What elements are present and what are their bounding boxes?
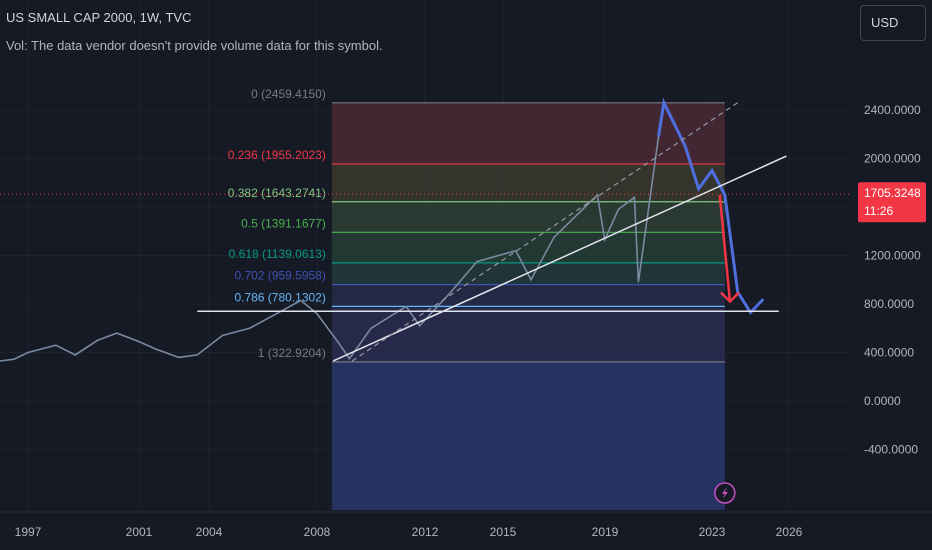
chart-subtitle: Vol: The data vendor doesn't provide vol… bbox=[6, 38, 383, 53]
time-axis-label: 1997 bbox=[15, 525, 42, 539]
fib-level-label: 0.618 (1139.0613) bbox=[229, 247, 326, 261]
trend-line bbox=[332, 155, 787, 362]
fib-level-label: 0.702 (959.5958) bbox=[234, 269, 325, 283]
fib-zone bbox=[331, 232, 725, 263]
last-price-value: 1705.3248 bbox=[864, 186, 921, 200]
countdown-timer: 11:26 bbox=[864, 204, 893, 218]
lightning-icon bbox=[721, 487, 728, 499]
price-axis-label: 1200.0000 bbox=[864, 249, 921, 263]
fib-zone bbox=[331, 284, 725, 307]
fib-level-label: 0.786 (780.1302) bbox=[234, 290, 325, 304]
forecast-arrow-shaft bbox=[718, 194, 732, 302]
time-axis-label: 2015 bbox=[490, 525, 517, 539]
time-axis-label: 2019 bbox=[592, 525, 619, 539]
currency-selector[interactable]: USD bbox=[860, 5, 926, 41]
price-axis-label: 800.0000 bbox=[864, 297, 914, 311]
fib-level-label: 0.236 (1955.2023) bbox=[228, 148, 326, 162]
fib-zone bbox=[331, 163, 725, 202]
time-axis-label: 2026 bbox=[776, 525, 803, 539]
forecast-arrow-head bbox=[720, 291, 740, 304]
fib-zone bbox=[331, 201, 725, 233]
time-axis-label: 2001 bbox=[126, 525, 153, 539]
price-axis-label: 400.0000 bbox=[864, 346, 914, 360]
time-axis-label: 2023 bbox=[699, 525, 726, 539]
time-axis-label: 2012 bbox=[412, 525, 439, 539]
fib-level-label: 0 (2459.4150) bbox=[251, 87, 326, 101]
time-axis-label: 2004 bbox=[196, 525, 223, 539]
fib-zone bbox=[331, 306, 725, 362]
price-axis-background bbox=[858, 0, 932, 550]
chart-title: US SMALL CAP 2000, 1W, TVC bbox=[6, 10, 192, 25]
fib-level-label: 1 (322.9204) bbox=[258, 346, 326, 360]
price-axis-label: 2400.0000 bbox=[864, 103, 921, 117]
fib-level-label: 0.382 (1643.2741) bbox=[228, 186, 326, 200]
fib-zone bbox=[331, 102, 725, 164]
time-axis-label: 2008 bbox=[304, 525, 331, 539]
time-axis-background bbox=[0, 512, 932, 550]
price-series-recent bbox=[657, 97, 765, 315]
fib-level-label: 0.5 (1391.1677) bbox=[241, 216, 326, 230]
fib-zone-extension bbox=[331, 361, 725, 510]
price-axis-label: -400.0000 bbox=[864, 443, 918, 457]
price-axis-label: 2000.0000 bbox=[864, 152, 921, 166]
last-price-badge bbox=[858, 182, 926, 223]
price-axis-label: 0.0000 bbox=[864, 394, 901, 408]
